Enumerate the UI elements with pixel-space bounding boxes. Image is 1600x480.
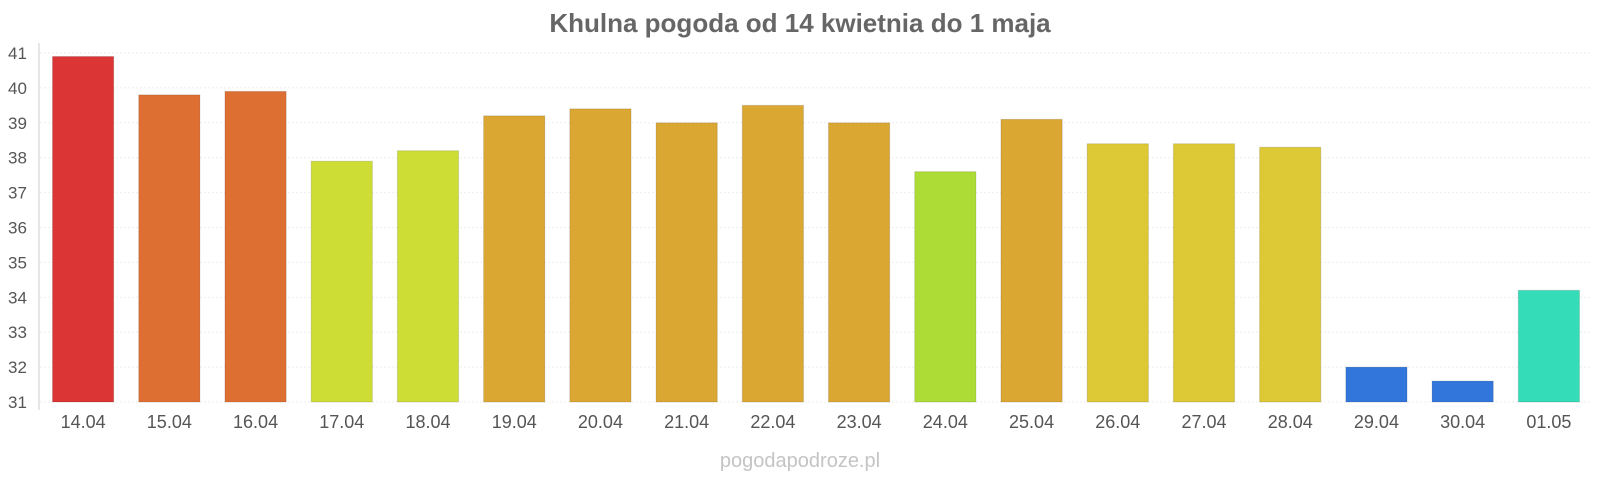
x-tick-label: 16.04: [233, 412, 278, 432]
y-tick-label: 38: [8, 149, 27, 168]
bar-19.04: [483, 115, 546, 403]
y-tick-label: 37: [8, 184, 27, 203]
x-tick-label: 21.04: [664, 412, 709, 432]
bar-14.04: [52, 55, 115, 403]
bars: [52, 55, 1580, 403]
bar-23.04: [828, 122, 891, 403]
y-tick-label: 39: [8, 114, 27, 133]
x-tick-label: 27.04: [1181, 412, 1226, 432]
x-tick-label: 23.04: [837, 412, 882, 432]
bar-21.04: [655, 122, 718, 403]
y-tick-label: 31: [8, 393, 27, 412]
x-tick-label: 17.04: [319, 412, 364, 432]
y-tick-label: 33: [8, 323, 27, 342]
y-tick-label: 34: [8, 288, 27, 307]
x-tick-label: 18.04: [405, 412, 450, 432]
bar-15.04: [138, 94, 201, 403]
bar-16.04: [224, 90, 287, 403]
bar-25.04: [1000, 118, 1063, 403]
y-tick-label: 35: [8, 253, 27, 272]
bar-18.04: [396, 150, 460, 403]
bar-28.04: [1259, 146, 1322, 403]
x-tick-label: 20.04: [578, 412, 623, 432]
bar-26.04: [1086, 143, 1149, 403]
bar-17.04: [310, 160, 373, 403]
x-tick-label: 26.04: [1095, 412, 1140, 432]
x-tick-label: 22.04: [750, 412, 795, 432]
watermark: pogodapodroze.pl: [719, 450, 881, 472]
x-tick-label: 25.04: [1009, 412, 1054, 432]
x-tick-label: 19.04: [492, 412, 537, 432]
y-tick-label: 41: [8, 44, 27, 63]
x-tick-label: 30.04: [1440, 412, 1485, 432]
bar-29.04: [1345, 366, 1408, 403]
y-tick-label: 32: [8, 358, 27, 377]
bar-01.05: [1517, 289, 1580, 403]
x-tick-label: 01.05: [1526, 412, 1571, 432]
x-axis-ticks: 14.04 15.04 16.04 17.04 18.04 19.04 20.04 21.04…: [61, 412, 1572, 432]
x-tick-label: 24.04: [923, 412, 968, 432]
grid-lines: [40, 52, 1592, 403]
x-tick-label: 14.04: [61, 412, 106, 432]
bar-30.04: [1431, 380, 1494, 403]
x-tick-label: 28.04: [1268, 412, 1313, 432]
y-tick-label: 40: [8, 79, 27, 98]
bar-27.04: [1172, 143, 1236, 403]
x-tick-label: 29.04: [1354, 412, 1399, 432]
bar-20.04: [569, 108, 632, 403]
x-tick-label: 15.04: [147, 412, 192, 432]
y-tick-label: 36: [8, 219, 27, 238]
bar-22.04: [741, 104, 804, 403]
bar-24.04: [914, 171, 977, 403]
y-axis-ticks: 31 32 33 34 35 36 37 38 39 40 41: [8, 44, 27, 412]
chart-title: Khulna pogoda od 14 kwietnia do 1 maja: [549, 8, 1051, 38]
